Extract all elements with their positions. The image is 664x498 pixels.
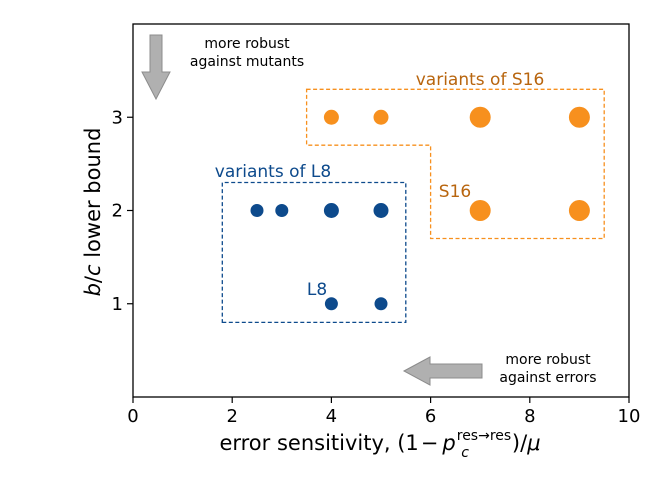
x-axis-label: error sensitivity, (1− pres→res c)/μ <box>219 428 540 461</box>
region-labels: variants of S16 variants of L8 S16 L8 <box>215 70 544 300</box>
region-boxes <box>221 88 605 324</box>
data-point <box>250 204 264 217</box>
down-arrow-icon <box>141 34 171 101</box>
x-axis-ticks: 0 2 4 6 8 10 <box>127 397 640 427</box>
arrow-left-label-line2: against errors <box>499 370 596 386</box>
data-point <box>568 200 590 221</box>
x-tick-label: 6 <box>425 406 436 427</box>
data-point <box>324 297 338 311</box>
region-box <box>305 88 605 240</box>
region-label-s16: variants of S16 <box>416 70 545 90</box>
point-label-s16: S16 <box>439 182 471 202</box>
left-arrow-icon <box>402 356 483 386</box>
x-tick-label: 2 <box>226 406 237 427</box>
data-point <box>469 106 491 128</box>
robust-mutants-arrow: more robust against mutants <box>141 34 304 101</box>
arrow-down-label-line2: against mutants <box>190 54 304 70</box>
arrow-left-label-line1: more robust <box>505 352 591 368</box>
y-tick-label: 3 <box>112 107 123 128</box>
data-point <box>323 203 339 218</box>
x-tick-label: 4 <box>326 406 337 427</box>
y-axis-ticks: 1 2 3 <box>112 107 133 315</box>
data-points <box>250 106 590 311</box>
data-point <box>373 109 389 125</box>
data-point <box>469 200 491 221</box>
y-tick-label: 1 <box>112 294 123 315</box>
robust-errors-arrow: more robust against errors <box>402 352 597 386</box>
data-point <box>374 297 388 311</box>
y-axis-label: b/c lower bound <box>81 128 105 297</box>
point-label-l8: L8 <box>307 280 327 300</box>
data-point <box>568 106 590 128</box>
x-tick-label: 0 <box>127 406 138 427</box>
data-point <box>323 109 339 125</box>
data-point <box>373 203 389 218</box>
x-tick-label: 10 <box>618 406 641 427</box>
region-box <box>221 181 407 324</box>
region-label-l8: variants of L8 <box>215 162 331 182</box>
x-tick-label: 8 <box>524 406 535 427</box>
data-point <box>275 204 289 217</box>
arrow-down-label-line1: more robust <box>204 36 290 52</box>
y-tick-label: 2 <box>112 201 123 222</box>
